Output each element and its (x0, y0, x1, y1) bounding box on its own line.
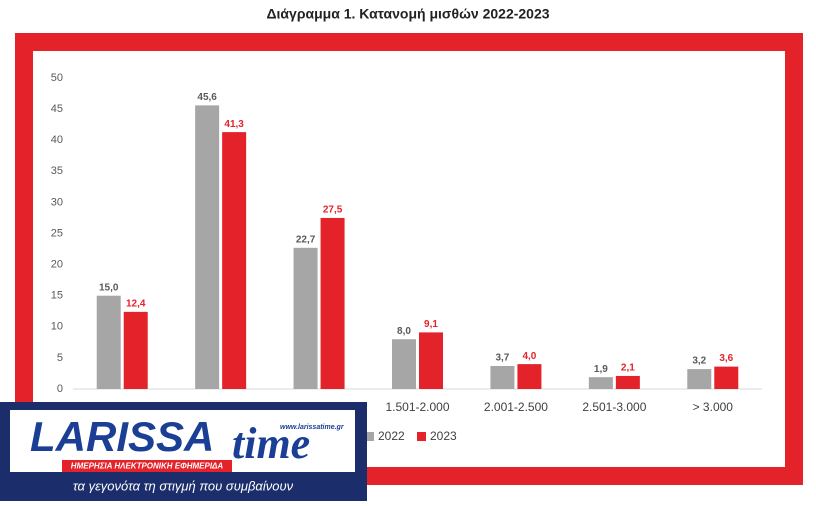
legend-label: 2023 (430, 429, 457, 443)
logo-strap-bg (62, 460, 232, 472)
value-label: 27,5 (323, 205, 343, 216)
bar (293, 247, 318, 389)
value-label: 41,3 (224, 119, 244, 130)
y-tick-label: 45 (51, 103, 63, 115)
bar (195, 105, 220, 390)
bar (588, 377, 613, 389)
y-tick-label: 5 (57, 352, 63, 364)
bar (123, 311, 148, 389)
value-label: 2,1 (621, 363, 635, 374)
value-label: 3,2 (692, 356, 706, 367)
y-tick-label: 0 (57, 383, 63, 395)
value-label: 3,6 (719, 353, 733, 364)
y-tick-label: 20 (51, 259, 63, 271)
value-label: 22,7 (296, 234, 316, 245)
legend-swatch (365, 432, 374, 441)
x-tick-label: > 3.000 (693, 400, 734, 414)
logo: LARISSA time www.larissatime.gr ΗΜΕΡΗΣΙΑ… (0, 402, 367, 501)
value-label: 3,7 (495, 353, 509, 364)
x-tick-label: 2.001-2.500 (484, 400, 548, 414)
bar (714, 366, 739, 389)
value-label: 9,1 (424, 319, 438, 330)
y-tick-label: 10 (51, 321, 63, 333)
y-tick-label: 50 (51, 72, 63, 84)
value-label: 8,0 (397, 326, 411, 337)
bar (687, 369, 712, 389)
logo-name: time (232, 419, 310, 468)
value-label: 15,0 (99, 282, 119, 293)
logo-strap: ΗΜΕΡΗΣΙΑ ΗΛΕΚΤΡΟΝΙΚΗ ΕΦΗΜΕΡΙΔΑ (71, 462, 224, 471)
y-tick-label: 35 (51, 165, 63, 177)
logo-url: www.larissatime.gr (280, 424, 345, 431)
legend-label: 2022 (378, 429, 405, 443)
value-label: 12,4 (126, 299, 146, 310)
y-tick-label: 30 (51, 196, 63, 208)
bar (419, 332, 443, 389)
logo-tagline: τα γεγονότα τη στιγμή που συμβαίνουν (73, 478, 294, 493)
y-tick-label: 40 (51, 134, 63, 146)
bar (490, 365, 515, 389)
bar (320, 217, 345, 389)
bar (222, 132, 247, 389)
value-label: 4,0 (522, 351, 536, 362)
legend-swatch (417, 432, 426, 441)
value-label: 1,9 (594, 364, 608, 375)
bar (615, 375, 640, 389)
x-tick-label: 2.501-3.000 (582, 400, 646, 414)
frame (15, 33, 803, 485)
y-tick-label: 15 (51, 290, 63, 302)
logo-name: LARISSA (30, 413, 214, 460)
chart-title: Διάγραμμα 1. Κατανομή μισθών 2022-2023 (266, 6, 549, 22)
bar (96, 295, 121, 389)
bar (517, 364, 542, 389)
bar (392, 339, 416, 389)
x-tick-label: 1.501-2.000 (385, 400, 449, 414)
y-tick-label: 25 (51, 227, 63, 239)
value-label: 45,6 (197, 92, 217, 103)
